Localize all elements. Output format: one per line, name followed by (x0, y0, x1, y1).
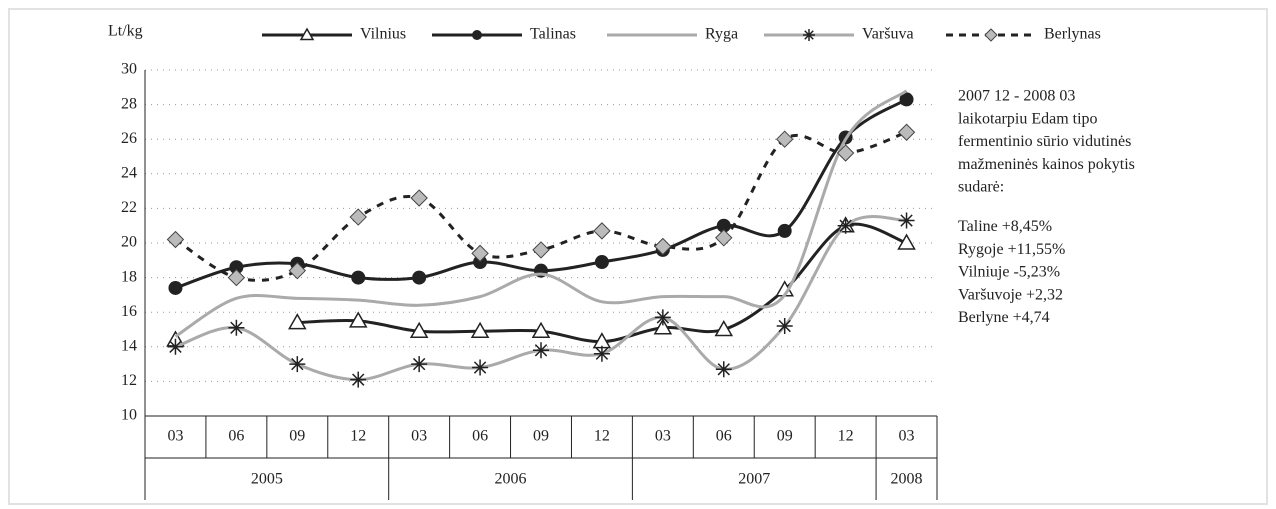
series-line (174, 89, 908, 338)
marker (653, 318, 673, 335)
x-tick-label: 03 (655, 428, 671, 445)
x-tick-label: 03 (167, 428, 183, 445)
y-tick-label: 16 (121, 303, 137, 320)
y-tick-label: 18 (121, 268, 137, 285)
annotation-line: Rygoje +11,55% (958, 241, 1065, 258)
marker (472, 30, 482, 40)
marker (471, 244, 489, 263)
marker (897, 123, 916, 141)
marker (715, 229, 733, 247)
x-tick-label: 06 (472, 428, 488, 445)
annotation-line: mažmeninės kainos pokytis (958, 156, 1135, 173)
legend-label: Talinas (530, 26, 576, 43)
y-tick-label: 28 (121, 95, 137, 112)
x-tick-label: 12 (838, 428, 854, 445)
annotation-line: Vilniuje -5,23% (958, 264, 1060, 281)
marker (299, 27, 315, 41)
marker (351, 270, 366, 285)
annotation-line: 2007 12 - 2008 03 (958, 88, 1075, 105)
marker (289, 356, 306, 373)
x-tick-label: 03 (899, 428, 915, 445)
marker (532, 241, 550, 259)
x-tick-label: 09 (289, 428, 305, 445)
y-tick-label: 10 (121, 407, 137, 424)
x-tick-label: 09 (777, 428, 793, 445)
marker (594, 255, 609, 270)
marker (654, 237, 672, 256)
marker (410, 189, 428, 207)
marker (411, 356, 428, 373)
marker (654, 309, 671, 326)
marker (166, 230, 185, 249)
y-tick-label: 14 (121, 337, 137, 354)
marker (470, 321, 490, 338)
marker (899, 92, 914, 107)
y-tick-label: 26 (121, 130, 137, 147)
marker (714, 319, 734, 337)
x-tick-label: 09 (533, 428, 549, 445)
y-tick-label: 30 (121, 61, 137, 78)
marker (168, 280, 183, 295)
marker (167, 338, 184, 355)
marker (227, 268, 246, 287)
year-label: 2006 (495, 471, 527, 488)
marker (984, 28, 998, 42)
marker (836, 144, 855, 162)
year-label: 2005 (251, 471, 283, 488)
marker (777, 223, 792, 238)
legend-label: Varšuva (862, 26, 914, 43)
annotation-line: sudarė: (958, 178, 1004, 195)
series-line (174, 98, 908, 290)
x-tick-label: 06 (228, 428, 244, 445)
y-tick-label: 12 (121, 372, 137, 389)
marker (350, 371, 367, 388)
x-tick-label: 03 (411, 428, 427, 445)
marker (533, 342, 549, 359)
marker (472, 359, 489, 376)
year-label: 2008 (891, 471, 923, 488)
y-axis-label: Lt/kg (108, 23, 143, 40)
y-tick-label: 22 (121, 199, 137, 216)
annotation-line: Taline +8,45% (958, 218, 1052, 235)
marker (776, 318, 793, 335)
marker (897, 233, 916, 250)
annotation-line: laikotarpiu Edam tipo (958, 110, 1098, 127)
marker (715, 361, 732, 378)
marker (531, 321, 551, 338)
frame (8, 8, 1268, 505)
marker (412, 270, 427, 285)
annotation-line: Berlyne +4,74 (958, 309, 1050, 326)
legend-label: Berlynas (1044, 26, 1101, 43)
marker (593, 345, 610, 362)
marker (288, 261, 307, 280)
x-tick-label: 12 (594, 428, 610, 445)
year-label: 2007 (738, 471, 770, 488)
series-line (297, 222, 908, 344)
legend-label: Vilnius (360, 26, 406, 43)
y-tick-label: 20 (121, 234, 137, 251)
marker (288, 313, 307, 330)
x-tick-label: 06 (716, 428, 732, 445)
marker (803, 29, 815, 41)
annotation-line: fermentinio sūrio vidutinės (958, 133, 1131, 150)
legend-label: Ryga (705, 26, 738, 43)
marker (898, 212, 915, 229)
marker (409, 321, 429, 338)
y-tick-label: 24 (121, 164, 137, 181)
marker (229, 260, 244, 275)
marker (349, 208, 367, 226)
annotation-line: Varšuvoje +2,32 (958, 286, 1063, 303)
marker (228, 319, 245, 336)
marker (348, 311, 368, 328)
x-tick-label: 12 (350, 428, 366, 445)
marker (593, 222, 611, 240)
marker (716, 218, 731, 233)
marker (837, 217, 854, 234)
marker (775, 130, 794, 148)
